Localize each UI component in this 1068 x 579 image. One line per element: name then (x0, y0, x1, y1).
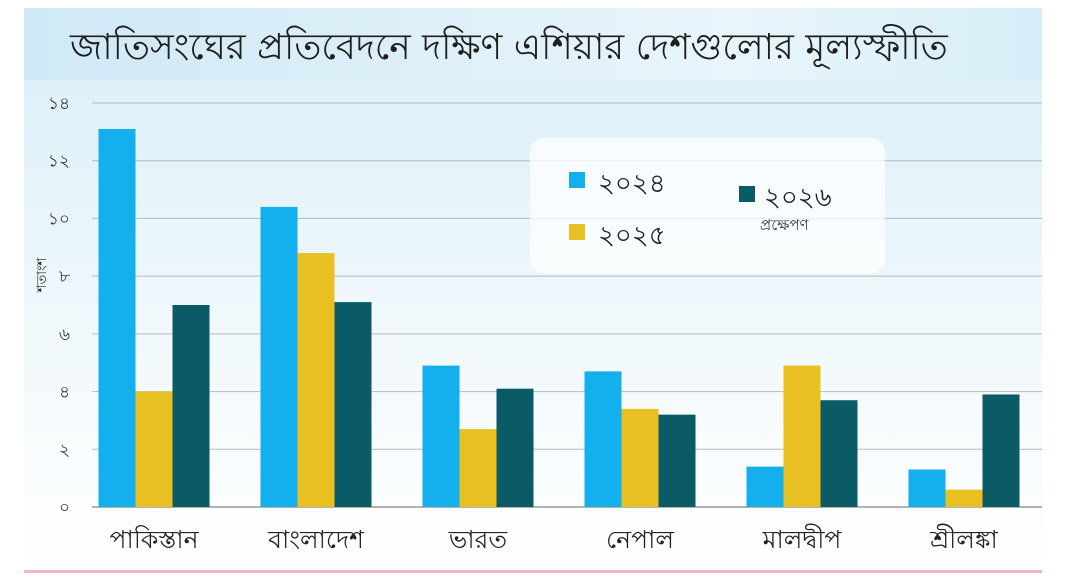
bar (658, 414, 696, 507)
legend-label: ২০২৬ (764, 183, 832, 213)
bar (297, 253, 335, 507)
bar (459, 429, 497, 507)
y-tick-labels: ০ ২ ৪ ৬ ৮ ১০ ১২ ১৪ (48, 94, 70, 518)
y-tick-label: ০ (59, 498, 70, 518)
y-tick-label: ৮ (59, 267, 70, 287)
legend-swatch (569, 224, 585, 240)
bar (945, 489, 983, 507)
legend-label: ২০২৫ (598, 221, 666, 251)
y-tick-label: ১২ (48, 152, 70, 172)
category-label: পাকিস্তান (109, 525, 199, 554)
gridlines (92, 102, 1042, 508)
bar (820, 400, 858, 507)
legend-sublabel: প্রক্ষেপণ (760, 216, 810, 234)
bar (422, 365, 460, 507)
y-tick-label: ১০ (48, 209, 70, 229)
category-label: বাংলাদেশ (267, 525, 365, 554)
bar (621, 408, 659, 507)
bar (172, 305, 210, 507)
y-tick-label: ১৪ (48, 94, 70, 114)
y-tick-label: ৪ (59, 383, 70, 403)
y-tick-label: ২ (59, 440, 70, 460)
legend: ২০২৪ ২০২৫ ২০২৬ প্রক্ষেপণ (530, 138, 885, 273)
bar (260, 206, 298, 507)
bar (135, 391, 173, 507)
legend-swatch (739, 186, 755, 202)
bar (783, 365, 821, 507)
legend-swatch (569, 172, 585, 188)
category-label: ভারত (448, 525, 509, 554)
bar (98, 128, 136, 507)
chart-title: জাতিসংঘের প্রতিবেদনে দক্ষিণ এশিয়ার দেশগ… (70, 27, 948, 68)
category-label: শ্রীলঙ্কা (929, 524, 998, 554)
bar (982, 394, 1020, 507)
bar (908, 469, 946, 507)
bar (746, 466, 784, 507)
bar (496, 388, 534, 507)
y-axis-label: শতাংশ (35, 257, 50, 293)
category-label: মালদ্বীপ (762, 524, 843, 554)
legend-label: ২০২৪ (598, 169, 666, 199)
category-labels: পাকিস্তান বাংলাদেশ ভারত নেপাল মালদ্বীপ শ্রীলঙ… (109, 524, 998, 554)
legend-box (530, 138, 885, 273)
bottom-divider (24, 570, 1042, 573)
bar (334, 302, 372, 507)
bars (98, 128, 1020, 507)
y-tick-label: ৬ (59, 325, 70, 345)
bar (584, 371, 622, 507)
title-band: জাতিসংঘের প্রতিবেদনে দক্ষিণ এশিয়ার দেশগ… (24, 8, 1042, 80)
category-label: নেপাল (606, 525, 674, 554)
